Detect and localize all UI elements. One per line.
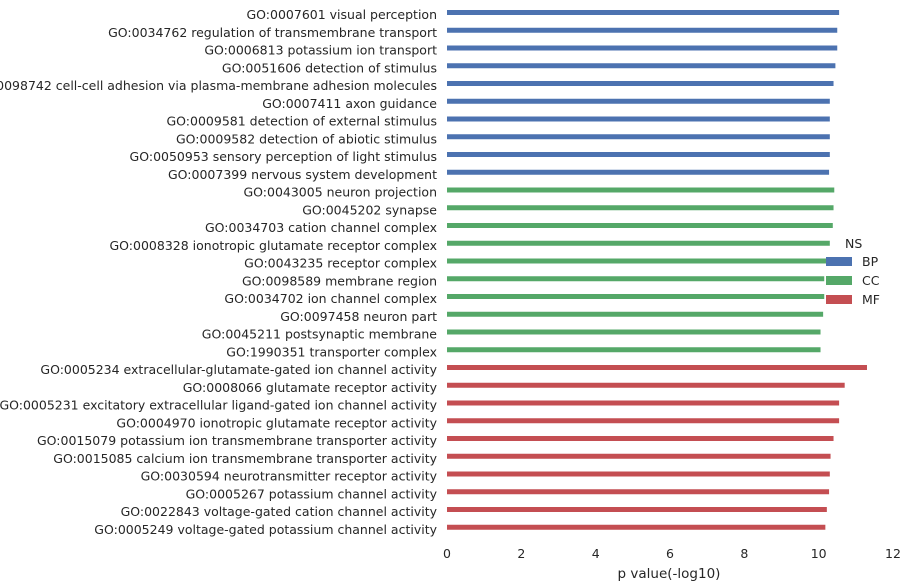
bar-bp <box>447 169 830 175</box>
bars-layer <box>447 10 867 530</box>
bar-bp <box>447 27 838 33</box>
bar-mf <box>447 453 831 459</box>
category-label: GO:0045211 postsynaptic membrane <box>202 327 438 342</box>
category-label: GO:0051606 detection of stimulus <box>222 60 437 75</box>
category-label: GO:0034702 ion channel complex <box>224 291 437 306</box>
bar-cc <box>447 276 825 282</box>
category-label: GO:0043005 neuron projection <box>243 185 437 200</box>
category-labels: GO:0007601 visual perception GO:0034762 r… <box>0 7 438 537</box>
category-label: GO:0009581 detection of external stimulu… <box>167 114 438 129</box>
bar-bp <box>447 81 834 86</box>
x-axis-label: p value(-log10) <box>618 566 721 582</box>
legend-swatch-mf <box>826 295 852 304</box>
category-label: GO:0007411 axon guidance <box>262 96 437 111</box>
category-label: GO:0008328 ionotropic glutamate receptor… <box>110 238 438 253</box>
legend-swatch-bp <box>826 257 852 266</box>
bar-cc <box>447 223 833 228</box>
legend: NS BP CC MF <box>826 236 880 307</box>
category-label: GO:0022843 voltage-gated cation channel … <box>121 504 438 519</box>
x-tick-label: 10 <box>811 546 827 561</box>
bar-cc <box>447 187 835 193</box>
bar-cc <box>447 294 825 299</box>
bar-cc <box>447 347 821 353</box>
legend-title: NS <box>845 236 862 251</box>
x-tick-label: 6 <box>666 546 674 561</box>
category-label: GO:0034703 cation channel complex <box>205 220 437 235</box>
legend-label-mf: MF <box>862 292 880 307</box>
legend-items: BP CC MF <box>826 254 880 307</box>
category-label: GO:0005234 extracellular-glutamate-gated… <box>40 362 437 377</box>
category-label: GO:0015079 potassium ion transmembrane t… <box>37 433 438 448</box>
bar-cc <box>447 240 830 246</box>
category-label: GO:0098742 cell-cell adhesion via plasma… <box>0 78 437 93</box>
category-label: GO:0005231 excitatory extracellular liga… <box>0 398 438 413</box>
category-label: GO:0004970 ionotropic glutamate receptor… <box>116 415 437 430</box>
bar-cc <box>447 258 827 264</box>
category-label: GO:0006813 potassium ion transport <box>204 43 437 58</box>
bar-mf <box>447 365 867 370</box>
bar-bp <box>447 63 836 69</box>
category-label: GO:0015085 calcium ion transmembrane tra… <box>53 451 437 466</box>
category-label: GO:0005267 potassium channel activity <box>186 486 438 501</box>
bar-mf <box>447 471 830 477</box>
category-label: GO:0034762 regulation of transmembrane t… <box>108 25 437 40</box>
bar-cc <box>447 205 834 211</box>
bar-bp <box>447 98 830 104</box>
category-label: GO:0008066 glutamate receptor activity <box>183 380 438 395</box>
bar-mf <box>447 507 827 512</box>
legend-swatch-cc <box>826 276 852 285</box>
category-label: GO:0007601 visual perception <box>246 7 437 22</box>
category-label: GO:0005249 voltage-gated potassium chann… <box>94 522 437 537</box>
category-label: GO:0009582 detection of abiotic stimulus <box>176 131 437 146</box>
bar-mf <box>447 489 830 495</box>
legend-label-cc: CC <box>862 273 880 288</box>
category-label: GO:0045202 synapse <box>302 202 437 217</box>
category-label: GO:0043235 receptor complex <box>244 256 437 271</box>
bar-bp <box>447 10 840 15</box>
category-label: GO:1990351 transporter complex <box>226 344 437 359</box>
category-label: GO:0097458 neuron part <box>280 309 437 324</box>
bar-cc <box>447 329 821 335</box>
legend-label-bp: BP <box>862 254 879 269</box>
bar-bp <box>447 152 830 157</box>
x-tick-label: 0 <box>443 546 451 561</box>
bar-mf <box>447 382 845 388</box>
category-label: GO:0030594 neurotransmitter receptor act… <box>141 469 438 484</box>
bar-cc <box>447 311 824 317</box>
bar-mf <box>447 524 826 530</box>
bar-mf <box>447 436 834 441</box>
bar-bp <box>447 45 838 51</box>
category-label: GO:0098589 membrane region <box>242 273 437 288</box>
x-tick-label: 4 <box>592 546 600 561</box>
category-label: GO:0050953 sensory perception of light s… <box>130 149 437 164</box>
bar-bp <box>447 134 830 140</box>
x-tick-label: 12 <box>885 546 901 561</box>
category-label: GO:0007399 nervous system development <box>168 167 437 182</box>
bar-mf <box>447 400 840 406</box>
x-tick-label: 2 <box>517 546 525 561</box>
bar-bp <box>447 116 830 122</box>
x-tick-label: 8 <box>740 546 748 561</box>
x-axis-ticks: 0 2 4 6 8 10 12 <box>443 546 901 561</box>
bar-mf <box>447 418 840 424</box>
